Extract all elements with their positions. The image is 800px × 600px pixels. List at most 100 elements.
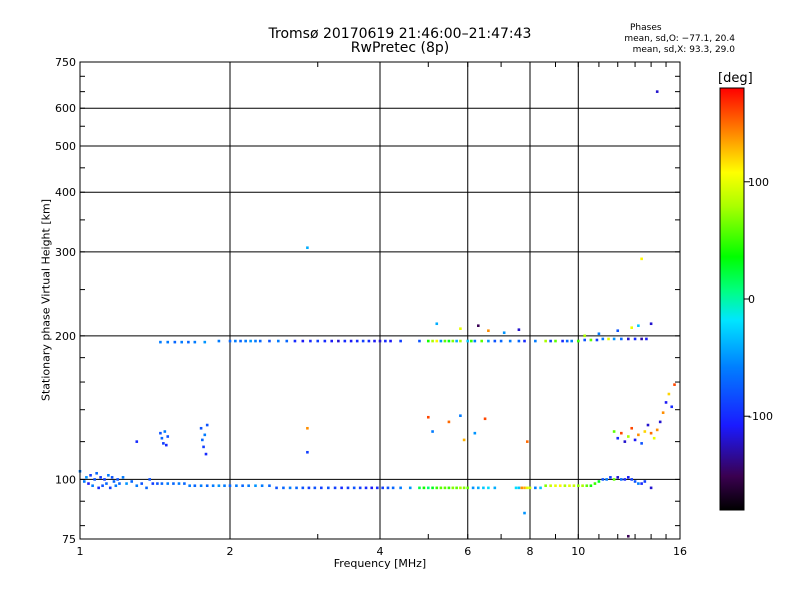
echo-point [205, 484, 209, 488]
colorbar-tick-label: 100 [748, 176, 769, 189]
echo-point [367, 339, 371, 343]
echo-point [447, 420, 451, 424]
echo-point [307, 486, 311, 490]
echo-point [583, 338, 586, 342]
echo-point [605, 478, 608, 481]
echo-point [576, 484, 580, 488]
echo-point [370, 486, 374, 490]
echo-point [166, 435, 170, 438]
echo-point [112, 480, 116, 483]
echo-point [534, 339, 537, 343]
echo-point [487, 329, 490, 332]
echo-point [268, 339, 271, 343]
echo-point [630, 426, 634, 430]
echo-point [87, 482, 90, 485]
echo-point [337, 339, 340, 343]
echo-point [188, 484, 191, 488]
phase-stats-o: mean, sd,O: −77.1, 20.4 [624, 34, 735, 44]
echo-point [301, 339, 305, 343]
echo-point [525, 486, 529, 490]
y-axis: 75 100 200 300 400 500 600 750 [55, 56, 680, 546]
echo-point [204, 452, 208, 456]
echo-point [585, 484, 589, 488]
echo-point [601, 337, 605, 341]
echo-point [145, 486, 148, 490]
echo-point [187, 340, 190, 344]
echo-point [633, 480, 637, 483]
echo-point [254, 339, 257, 343]
echo-point [199, 484, 203, 488]
echo-point [563, 484, 567, 488]
echo-point [217, 339, 221, 343]
echo-point [447, 339, 451, 343]
echo-point [649, 431, 653, 435]
echo-point [349, 339, 353, 343]
x-tick-label: 10 [571, 545, 585, 558]
x-tick-label: 6 [464, 545, 471, 558]
echo-point [108, 486, 112, 490]
echo-point [110, 476, 114, 479]
echo-point [282, 486, 285, 490]
echo-point [462, 438, 466, 442]
echo-point [447, 486, 451, 490]
echo-point [249, 339, 252, 343]
echo-point [103, 478, 106, 481]
echo-point [443, 339, 447, 343]
echo-point [118, 482, 121, 485]
x-tick-label: 4 [377, 545, 384, 558]
chart-subtitle: RwPretec (8p) [350, 40, 450, 56]
colorbar-tick-label: 0 [748, 293, 755, 306]
chart-title: Tromsø 20170619 21:46:00–21:47:43 [268, 26, 532, 42]
echo-point [554, 339, 557, 343]
echo-point [630, 326, 634, 329]
echo-point [228, 484, 232, 488]
echo-point [673, 383, 676, 386]
echo-point [581, 484, 584, 488]
echo-point [355, 339, 359, 343]
echo-point [333, 486, 337, 490]
echo-point [517, 328, 521, 331]
echo-point [164, 443, 168, 447]
echo-point [82, 480, 86, 483]
echo-point [499, 339, 503, 343]
echo-point [426, 339, 430, 343]
echo-point [352, 486, 356, 490]
echo-point [121, 476, 125, 479]
echo-point [217, 484, 221, 488]
echo-point [160, 436, 164, 440]
echo-point [565, 339, 569, 343]
echo-point [443, 486, 447, 490]
echo-point [399, 339, 402, 343]
echo-point [435, 486, 439, 490]
echo-point [459, 414, 462, 418]
echo-point [135, 440, 139, 443]
echo-point [558, 484, 562, 488]
echo-point [163, 430, 167, 433]
echo-point [609, 476, 612, 479]
echo-point [439, 486, 443, 490]
echo-point [275, 486, 278, 490]
echo-point [471, 486, 475, 490]
echo-point [620, 478, 623, 481]
echo-point [135, 484, 139, 488]
echo-point [589, 484, 593, 488]
echo-point [116, 478, 119, 481]
echo-point [455, 486, 458, 490]
echo-point [523, 511, 526, 515]
echo-point [459, 339, 462, 343]
echo-point [162, 442, 165, 445]
echo-point [544, 484, 547, 488]
echo-point [612, 478, 616, 481]
echo-point [583, 334, 586, 338]
echo-point [159, 340, 162, 344]
echo-point [346, 486, 350, 490]
echo-point [160, 482, 164, 485]
echo-point [627, 337, 630, 341]
echo-point [517, 486, 521, 490]
x-tick-label: 2 [227, 545, 234, 558]
echo-point [667, 392, 671, 396]
echo-point [95, 471, 98, 475]
echo-point [623, 478, 627, 481]
echo-point [426, 486, 430, 490]
y-tick-label: 400 [55, 186, 76, 199]
